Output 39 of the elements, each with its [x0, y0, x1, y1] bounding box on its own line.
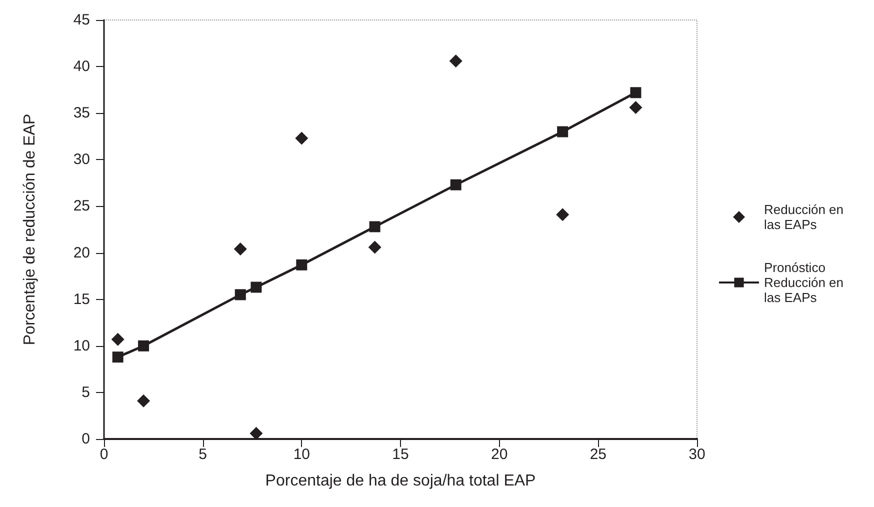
point [112, 352, 124, 363]
y-tick-label: 20 [73, 244, 90, 262]
x-tick-label: 0 [100, 446, 108, 463]
y-tick-label: 10 [73, 337, 90, 354]
x-tick-label: 25 [590, 446, 607, 463]
point [137, 394, 150, 408]
point [234, 242, 247, 256]
y-tick-label: 0 [82, 430, 90, 448]
y-tick-label: 35 [73, 104, 90, 122]
point [295, 132, 308, 145]
x-tick-label: 30 [688, 446, 706, 463]
y-tick-label: 30 [73, 151, 90, 168]
point [138, 340, 150, 352]
point [234, 289, 246, 300]
y-tick-label: 40 [73, 58, 90, 76]
point [449, 54, 462, 68]
point [368, 240, 382, 254]
point [629, 101, 642, 114]
x-tick-label: 15 [392, 446, 409, 463]
point [369, 221, 380, 232]
point [630, 87, 642, 98]
point [556, 208, 570, 222]
y-tick-label: 15 [73, 290, 90, 308]
y-axis-title: Porcentaje de reducción de EAP [22, 114, 38, 346]
point [557, 126, 568, 138]
y-tick-label: 45 [73, 12, 90, 28]
point [450, 179, 462, 190]
legend-label: Pronóstico Reducción en las EAPs [764, 260, 848, 305]
point [250, 426, 263, 440]
legend-label: Reducción en las EAPs [764, 202, 848, 232]
y-tick-label: 5 [82, 384, 90, 401]
point [296, 259, 308, 270]
x-tick-label: 5 [198, 446, 208, 463]
x-tick-label: 20 [490, 446, 508, 463]
x-axis-title: Porcentaje de ha de soja/ha total EAP [265, 472, 536, 490]
x-tick-label: 10 [293, 446, 310, 463]
point [111, 332, 124, 346]
y-tick-label: 25 [73, 198, 90, 215]
point [250, 282, 262, 293]
